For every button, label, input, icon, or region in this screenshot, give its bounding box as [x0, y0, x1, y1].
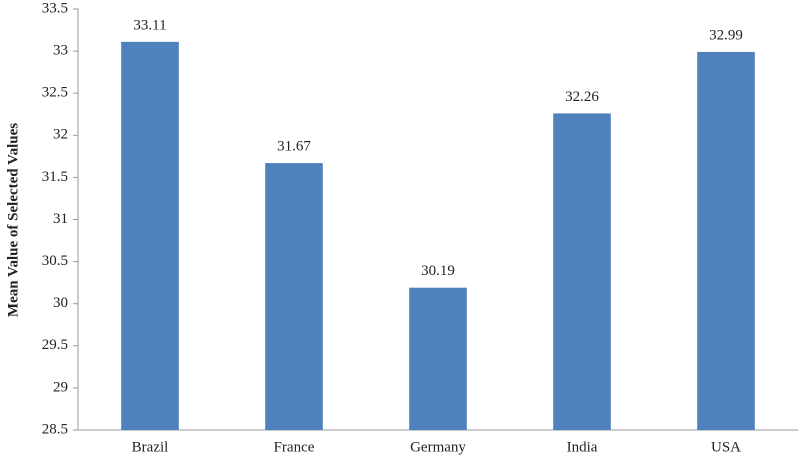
x-tick-label: USA [711, 439, 741, 455]
data-label: 32.26 [565, 89, 599, 105]
y-tick-label: 30 [53, 295, 68, 311]
data-label: 32.99 [709, 27, 743, 43]
data-label: 30.19 [421, 263, 455, 279]
bar [121, 41, 179, 430]
y-tick-label: 32.5 [42, 85, 68, 101]
bar [553, 113, 611, 431]
y-tick-label: 29.5 [42, 337, 68, 353]
data-label: 33.11 [133, 17, 166, 33]
x-tick-label: India [567, 439, 598, 455]
y-tick-label: 32 [53, 127, 68, 143]
y-tick-label: 31 [53, 211, 68, 227]
y-tick-label: 29 [53, 379, 68, 395]
y-tick-label: 28.5 [42, 421, 68, 437]
data-label: 31.67 [277, 139, 311, 155]
bar [697, 51, 755, 430]
y-tick-label: 33 [53, 43, 68, 59]
bar [409, 287, 467, 430]
x-tick-label: Germany [410, 439, 466, 455]
y-tick-label: 33.5 [42, 0, 68, 16]
y-tick-label: 30.5 [42, 253, 68, 269]
x-tick-label: France [274, 439, 315, 455]
y-tick-label: 31.5 [42, 169, 68, 185]
y-axis-label: Mean Value of Selected Values [5, 123, 21, 317]
x-tick-label: Brazil [132, 439, 169, 455]
bar [265, 163, 323, 430]
